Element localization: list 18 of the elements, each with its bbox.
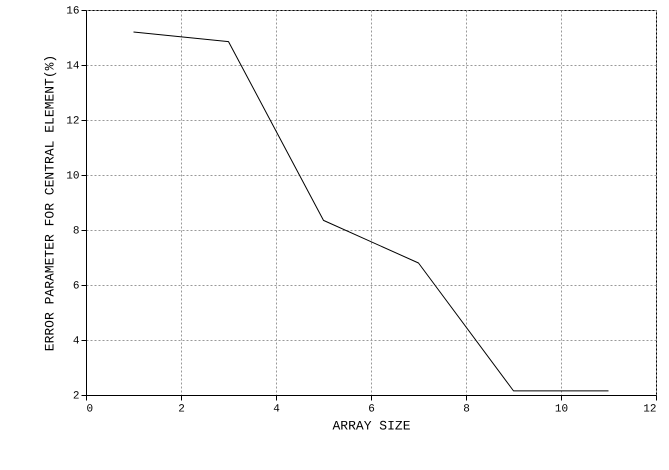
y-tick-label: 12 (66, 116, 80, 128)
y-tick-label: 16 (66, 6, 80, 18)
y-axis-title: ERROR PARAMETER FOR CENTRAL ELEMENT(%) (42, 54, 58, 352)
y-tick-label: 4 (72, 336, 80, 348)
line-series (133, 32, 609, 392)
x-tick-label: 2 (178, 404, 185, 416)
y-tick-label: 8 (72, 226, 80, 238)
y-tick-label: 14 (66, 60, 80, 72)
x-tick-label: 8 (463, 404, 470, 416)
x-tick-label: 10 (554, 404, 568, 416)
x-tick-label: 0 (86, 404, 94, 416)
y-tick-label: 10 (66, 170, 80, 182)
y-tick-label: 6 (72, 280, 80, 292)
x-tick-label: 6 (368, 404, 375, 416)
x-tick-label: 12 (643, 404, 656, 416)
x-tick-label: 4 (273, 404, 280, 416)
y-tick-label: 2 (72, 390, 80, 402)
x-axis-title: ARRAY SIZE (332, 418, 411, 434)
